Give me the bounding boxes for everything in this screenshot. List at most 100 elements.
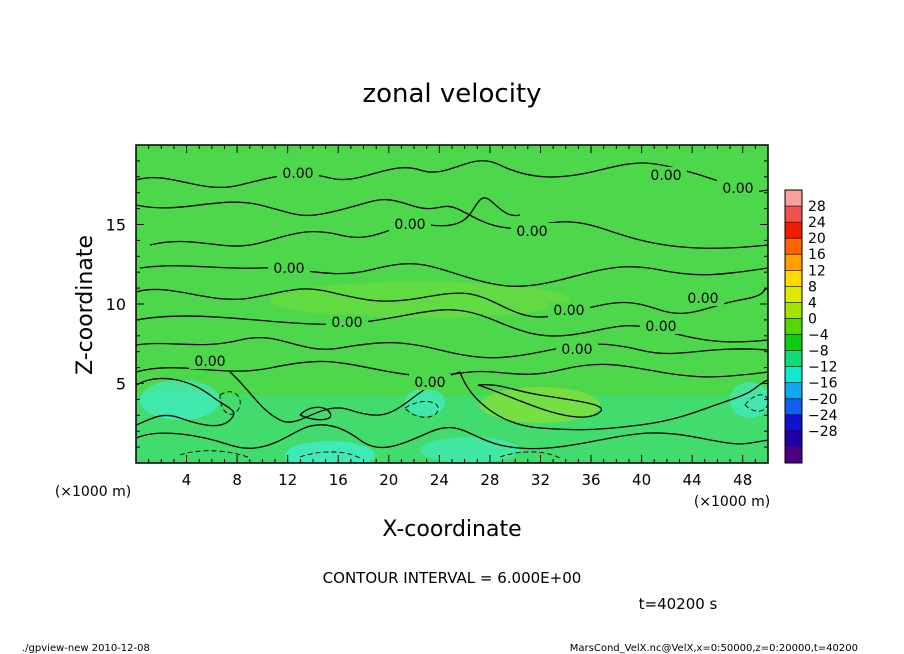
colorbar-label: 0 — [808, 311, 817, 327]
contour-line — [459, 371, 768, 431]
contour-interval-text: CONTOUR INTERVAL = 6.000E+00 — [323, 569, 582, 587]
contour-label: 0.00 — [394, 217, 425, 233]
colorbar-label: −16 — [808, 376, 838, 392]
colorbar-swatch — [785, 222, 802, 239]
x-tick-label: 24 — [430, 471, 449, 489]
contour-line-negative — [179, 450, 251, 459]
contour-line-negative — [499, 451, 561, 459]
colorbar-label: −8 — [808, 344, 829, 360]
velocity-field: 0.00 0.00 0.00 0.00 0.00 0.00 0.00 0.00 … — [136, 145, 768, 463]
colorbar-frame — [784, 189, 803, 464]
x-tick-label: 48 — [733, 471, 752, 489]
x-axis-label: X-coordinate — [382, 517, 521, 542]
colorbar-swatch — [785, 446, 802, 464]
contour-line — [136, 360, 768, 378]
y-tick-label: 10 — [106, 295, 126, 314]
colorbar-label: −12 — [808, 360, 838, 376]
contour-line — [477, 384, 603, 418]
colorbar-label: 8 — [808, 279, 817, 295]
field-positive-region — [480, 387, 600, 423]
chart-title: zonal velocity — [362, 79, 541, 109]
field-region — [405, 388, 445, 416]
colorbar-swatch — [785, 334, 802, 352]
x-tick-label: 44 — [683, 471, 702, 489]
contour-line — [136, 287, 768, 318]
y-axis-ticks: 5 10 15 — [106, 160, 768, 448]
x-tick-label: 40 — [632, 471, 651, 489]
field-positive-region — [270, 282, 570, 318]
colorbar-swatch — [785, 430, 802, 448]
x-unit-left: (×1000 m) — [55, 484, 131, 500]
contour-label: 0.00 — [194, 354, 225, 370]
contour-label: 0.00 — [553, 303, 584, 319]
contour-label: 0.00 — [722, 181, 753, 197]
colorbar-swatch — [785, 206, 802, 223]
y-tick-label: 5 — [116, 375, 126, 394]
colorbar-swatch — [785, 382, 802, 400]
contour-line — [149, 197, 521, 247]
colorbar-label: 4 — [808, 295, 817, 311]
contour-label: 0.00 — [282, 166, 313, 182]
contour-line — [136, 377, 235, 427]
x-tick-label: 12 — [278, 471, 297, 489]
colorbar-label: −28 — [808, 424, 838, 440]
footer-right: MarsCond_VelX.nc@VelX,x=0:50000,z=0:2000… — [570, 643, 858, 654]
contour-line — [139, 263, 768, 287]
contour-line — [299, 406, 332, 421]
contour-label: 0.00 — [561, 342, 592, 358]
x-tick-label: 4 — [182, 471, 192, 489]
field-region — [730, 382, 768, 418]
contour-label: 0.00 — [516, 224, 547, 240]
colorbar-label: −20 — [808, 392, 838, 408]
footer-left: ./gpview-new 2010-12-08 — [22, 643, 150, 654]
colorbar-swatch — [785, 254, 802, 271]
contour-line — [136, 336, 768, 359]
colorbar-swatch — [785, 350, 802, 368]
contour-label: 0.00 — [331, 315, 362, 331]
y-tick-label: 15 — [106, 216, 126, 235]
x-tick-label: 16 — [329, 471, 348, 489]
x-tick-label: 28 — [480, 471, 499, 489]
x-tick-label: 8 — [232, 471, 242, 489]
field-region — [140, 380, 220, 420]
x-tick-label: 32 — [531, 471, 550, 489]
contour-line — [229, 371, 461, 423]
x-unit-right: (×1000 m) — [694, 494, 770, 510]
colorbar-swatch — [785, 238, 802, 255]
time-text: t=40200 s — [639, 595, 718, 613]
colorbar-swatch — [785, 398, 802, 416]
contour-label: 0.00 — [645, 319, 676, 335]
colorbar-label: 24 — [808, 215, 826, 231]
colorbar-swatch — [785, 366, 802, 384]
contour-line-negative — [299, 451, 361, 459]
x-axis-ticks: 4 8 12 16 20 24 28 32 36 40 44 48 — [148, 145, 756, 489]
contour-line-negative — [219, 391, 241, 415]
contour-label: 0.00 — [273, 261, 304, 277]
colorbar-label: 16 — [808, 247, 826, 263]
colorbar-label: 20 — [808, 231, 826, 247]
field-region — [420, 437, 520, 463]
colorbar-label: −24 — [808, 408, 838, 424]
colorbar-swatch — [785, 270, 802, 287]
field-region — [285, 441, 375, 463]
x-tick-label: 20 — [379, 471, 398, 489]
colorbar-label: 28 — [808, 199, 826, 215]
contour-line — [136, 424, 768, 450]
y-axis-label: Z-coordinate — [73, 235, 98, 375]
contour-label: 0.00 — [414, 375, 445, 391]
contour-line-negative — [404, 401, 439, 418]
negative-contour-lines — [179, 391, 768, 459]
contour-line — [136, 198, 768, 249]
colorbar-swatch — [785, 318, 802, 336]
colorbar-swatch — [785, 286, 802, 303]
colorbar-label: 12 — [808, 263, 826, 279]
colorbar-label: −4 — [808, 328, 829, 344]
contour-label: 0.00 — [650, 168, 681, 184]
colorbar-swatch — [785, 414, 802, 432]
contour-label-group: 0.00 0.00 0.00 0.00 0.00 0.00 0.00 0.00 … — [189, 165, 759, 391]
contour-label: 0.00 — [687, 291, 718, 307]
colorbar-swatch — [785, 302, 802, 319]
